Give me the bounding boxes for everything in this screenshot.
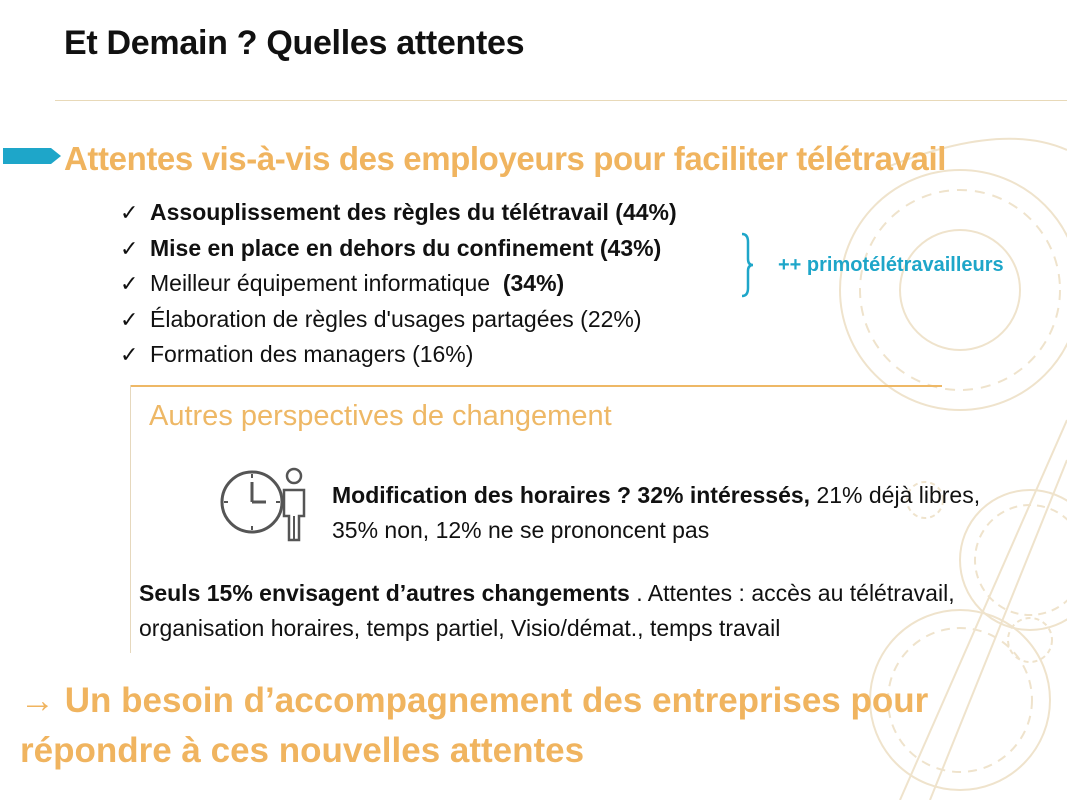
subsection-rule <box>130 385 942 387</box>
checklist-item-text: Formation des managers (16%) <box>150 341 474 367</box>
brace-annotation: ++ primotélétravailleurs <box>778 254 1004 276</box>
checkmark-icon: ✓ <box>120 271 139 296</box>
checklist-item-bold-suffix: (34%) <box>502 270 565 296</box>
checklist-item: ✓ Meilleur équipement informatique (34%) <box>120 266 677 302</box>
checkmark-icon: ✓ <box>120 342 139 367</box>
slide-title: Et Demain ? Quelles attentes <box>64 24 525 62</box>
subsection-heading: Autres perspectives de changement <box>149 400 612 432</box>
checklist-item: ✓ Élaboration de règles d'usages partagée… <box>120 302 677 338</box>
checklist-item-text: Meilleur équipement informatique <box>150 270 503 296</box>
checklist-item-bold: Mise en place en dehors du confinement (… <box>150 234 662 261</box>
checklist-item-bold: Assouplissement des règles du télétravai… <box>150 199 677 225</box>
changes-normal: . Attentes : accès au télétravail, organ… <box>139 580 955 641</box>
checklist-item-text: Élaboration de règles d'usages partagées… <box>150 305 642 332</box>
checkmark-icon: ✓ <box>120 235 139 261</box>
checklist-item: ✓ Assouplissement des règles du télétrava… <box>120 195 677 231</box>
schedule-change-text: Modification des horaires ? 32% intéress… <box>332 478 1012 548</box>
clock-person-icon <box>220 467 306 542</box>
schedule-normal: 21% déjà libres, 35% non, 12% ne se pron… <box>332 482 981 543</box>
other-changes-text: Seuls 15% envisagent d’autres changement… <box>139 576 1059 646</box>
expectations-checklist: ✓ Assouplissement des règles du télétrava… <box>120 195 677 373</box>
changes-bold: Seuls 15% envisagent d’autres changement… <box>139 580 630 606</box>
checklist-item: ✓ Mise en place en dehors du confinement … <box>120 231 677 267</box>
subsection-side-rule <box>130 385 131 653</box>
checklist-item: ✓ Formation des managers (16%) <box>120 337 677 373</box>
checkmark-icon: ✓ <box>120 306 139 332</box>
schedule-bold: Modification des horaires ? 32% intéress… <box>332 482 811 508</box>
checkmark-icon: ✓ <box>120 200 139 225</box>
conclusion-text: → Un besoin d’accompagnement des entrepr… <box>20 681 929 770</box>
right-brace-icon <box>741 232 754 298</box>
arrow-marker-icon <box>3 148 61 164</box>
section-heading: Attentes vis-à-vis des employeurs pour f… <box>64 140 947 177</box>
title-divider <box>55 100 1067 101</box>
